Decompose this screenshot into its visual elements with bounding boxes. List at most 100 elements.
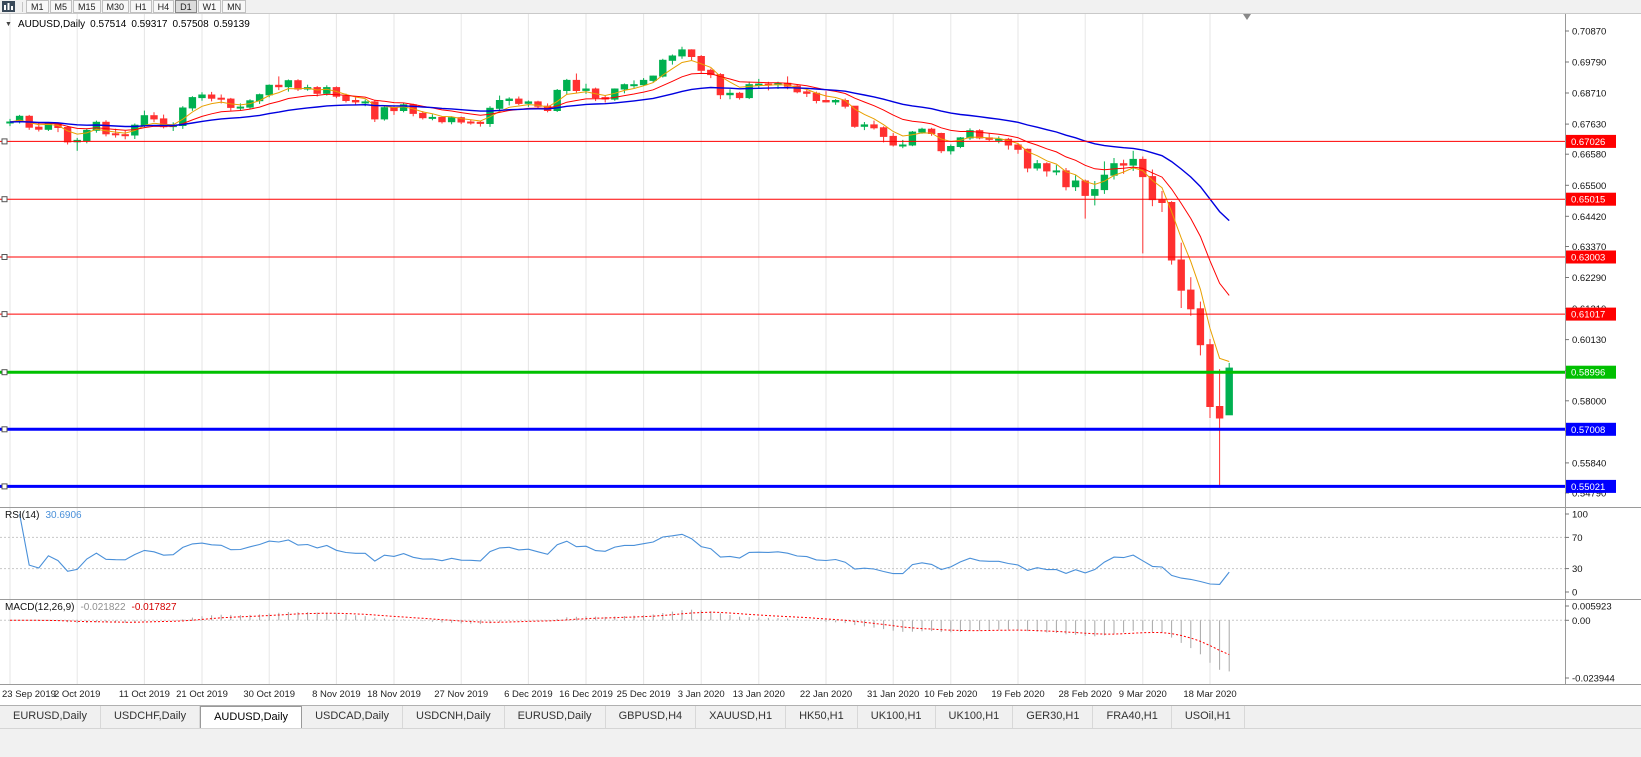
time-axis-label: 3 Jan 2020 [678,689,725,700]
price-axis-label: 0.60130 [1572,335,1606,346]
candle-body [447,117,456,123]
candle-body [486,107,494,125]
chart-tab[interactable]: EURUSD,Daily [505,706,606,728]
line-handle[interactable] [1,138,8,145]
candle-body [860,124,869,127]
timeframe-button-d1[interactable]: D1 [175,0,197,13]
chart-tab[interactable]: USDCAD,Daily [302,706,404,728]
candle-body [92,121,101,131]
price-axis-label: 0.58000 [1572,396,1606,407]
candle-body [188,97,197,109]
chart-tab[interactable]: XAUUSD,H1 [696,706,787,728]
time-axis-label: 25 Dec 2019 [617,689,671,700]
rsi-axis-label: 0 [1572,588,1577,599]
candle-body [265,84,273,96]
candle-body [812,92,821,102]
candle-body [419,112,427,119]
chart-tab[interactable]: USOil,H1 [1172,706,1245,728]
candle-body [956,137,965,148]
timeframe-button-m15[interactable]: M15 [73,0,101,13]
price-axis-label: 0.69790 [1572,58,1606,69]
candle-body [217,97,225,100]
timeframe-button-h1[interactable]: H1 [130,0,152,13]
timeframe-button-mn[interactable]: MN [222,0,247,13]
price-axis-label: 0.66580 [1572,150,1606,161]
chart-tab[interactable]: USDCHF,Daily [101,706,201,728]
candle-body [668,55,677,61]
chart-tab[interactable]: UK100,H1 [936,706,1014,728]
line-handle[interactable] [1,483,8,490]
price-badge [1566,250,1616,264]
time-axis-label: 22 Jan 2020 [800,689,852,700]
timeframe-button-m30[interactable]: M30 [101,0,130,13]
time-axis-label: 16 Dec 2019 [559,689,613,700]
chart-tab[interactable]: GER30,H1 [1013,706,1094,728]
timeframe-button-h4[interactable]: H4 [152,0,175,13]
time-axis-label: 31 Jan 2020 [867,689,919,700]
price-badge-label: 0.61017 [1571,310,1605,321]
price-axis-label: 0.68710 [1572,89,1606,100]
candle-body [390,107,398,112]
candle-body [879,127,888,137]
candle-body [707,69,715,76]
macd-signal-line [9,611,1230,656]
candle-body [438,116,446,123]
candle-body [1119,163,1128,166]
candle-body [35,126,43,130]
line-handle[interactable] [1,196,8,203]
candle-body [572,79,581,92]
candle-body [889,135,897,146]
time-axis-label: 18 Mar 2020 [1183,689,1236,700]
timeframe-button-m1[interactable]: M1 [26,0,49,13]
candle-body [630,84,638,87]
ohlc-low: 0.57508 [172,19,209,30]
one-click-trading-icon[interactable]: ▼ [5,21,12,28]
chart-canvas[interactable]: 0.70870 0.69790 0.68710 0.67630 0.66580 0.655… [0,14,1641,705]
price-axis-label: 0.62290 [1572,273,1606,284]
candle-body [1033,163,1041,169]
chart-tab[interactable]: EURUSD,Daily [0,706,101,728]
chart-tab[interactable]: GBPUSD,H4 [606,706,697,728]
candle-body [524,101,533,104]
chart-tab[interactable]: UK100,H1 [858,706,936,728]
macd-axis-label: -0.023944 [1572,674,1615,685]
candle-body [1052,170,1061,173]
price-badge [1566,134,1616,148]
candle-body [275,84,283,88]
price-axis-label: 0.65500 [1572,181,1606,192]
candle-body [803,91,811,94]
timeframe-button-w1[interactable]: W1 [197,0,222,13]
candle-body [294,80,302,90]
chart-icon[interactable] [2,1,16,12]
line-handle[interactable] [1,311,8,318]
candle-body [323,87,331,94]
chart-tab[interactable]: HK50,H1 [786,706,858,728]
rsi-name: RSI(14) [5,510,40,521]
candle-body [553,89,561,112]
candle-body [140,115,149,126]
chart-tab[interactable]: USDCNH,Daily [403,706,505,728]
candle-body [534,101,542,107]
chart-tab[interactable]: AUDUSD,Daily [200,706,303,728]
line-handle[interactable] [1,254,8,260]
candle-body [755,83,763,86]
price-badge-label: 0.58996 [1571,368,1605,379]
candle-body [342,95,350,101]
price-badge [1566,307,1616,321]
chart-tabs-bar: EURUSD,Daily USDCHF,Daily AUDUSD,Daily USDC… [0,705,1641,728]
candle-body [1225,367,1233,416]
timeframe-button-m5[interactable]: M5 [49,0,73,13]
price-badge-label: 0.63003 [1571,253,1605,264]
chart-shift-marker[interactable] [1243,14,1251,20]
candle-body [620,84,629,90]
chart-tab[interactable]: FRA40,H1 [1093,706,1172,728]
price-badge-label: 0.57008 [1571,425,1605,436]
candle-body [371,101,379,120]
line-handle[interactable] [1,426,8,433]
candle-body [563,79,571,92]
line-handle[interactable] [1,369,8,376]
macd-main-value: -0.021822 [80,602,126,613]
candle-body [495,100,504,109]
ohlc-high: 0.59317 [131,19,168,30]
